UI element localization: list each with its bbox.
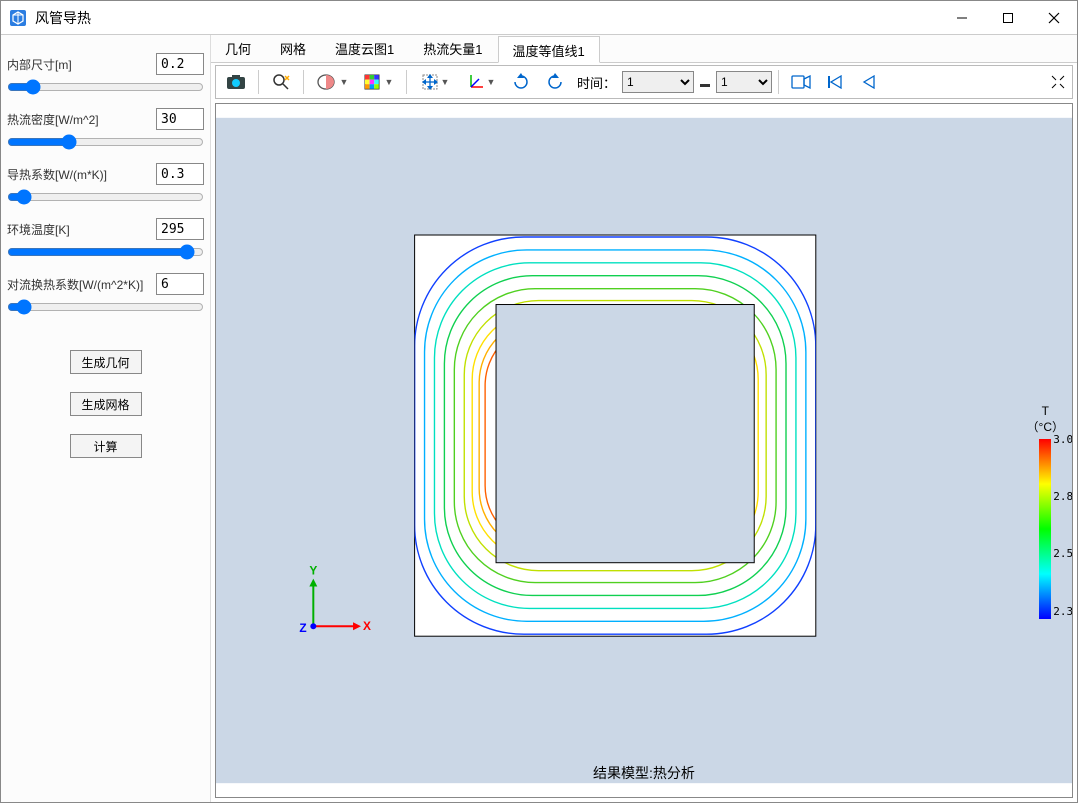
close-button[interactable] — [1031, 1, 1077, 34]
content-area: 内部尺寸[m] 热流密度[W/m^2] 导热系数[W/(m*K)] 环境温度[K] 对流… — [1, 35, 1077, 802]
transparency-icon[interactable]: ▼ — [310, 68, 354, 96]
screenshot-icon[interactable] — [220, 68, 252, 96]
param-row: 导热系数[W/(m*K)] — [7, 163, 204, 185]
generate-mesh-button[interactable]: 生成网格 — [70, 392, 142, 416]
legend-tick: 2.583e+01 — [1053, 547, 1073, 560]
legend-title: T — [1027, 404, 1064, 418]
param-row: 内部尺寸[m] — [7, 53, 204, 75]
param-label: 热流密度[W/m^2] — [7, 111, 99, 128]
title-bar: 风管导热 — [1, 1, 1077, 35]
move-icon[interactable]: ▼ — [413, 68, 457, 96]
app-window: 风管导热 内部尺寸[m] 热流密度[W/m^2] 导热系数[W/(m*K)] 环境温度… — [0, 0, 1078, 803]
color-legend: T （°C） 3.072e+012.827e+012.583e+012.338e… — [1027, 404, 1064, 623]
compute-button[interactable]: 计算 — [70, 434, 142, 458]
minimize-button[interactable] — [939, 1, 985, 34]
param-input[interactable] — [156, 218, 204, 240]
svg-text:X: X — [363, 619, 371, 633]
generate-geometry-button[interactable]: 生成几何 — [70, 350, 142, 374]
svg-text:Z: Z — [299, 621, 306, 635]
window-title: 风管导热 — [35, 8, 939, 28]
tab-3[interactable]: 热流矢量1 — [409, 35, 497, 62]
time-select-2[interactable]: 1 — [716, 71, 772, 93]
param-input[interactable] — [156, 273, 204, 295]
zoom-icon[interactable] — [265, 68, 297, 96]
param-slider[interactable] — [7, 244, 204, 260]
param-input[interactable] — [156, 108, 204, 130]
tab-2[interactable]: 温度云图1 — [321, 35, 409, 62]
param-input[interactable] — [156, 163, 204, 185]
time-stop-icon[interactable] — [696, 68, 714, 96]
parameter-sidebar: 内部尺寸[m] 热流密度[W/m^2] 导热系数[W/(m*K)] 环境温度[K] 对流… — [1, 35, 211, 802]
rotate-cw-icon[interactable] — [505, 68, 537, 96]
time-label: 时间： — [577, 73, 616, 92]
legend-tick: 2.827e+01 — [1053, 490, 1073, 503]
param-label: 内部尺寸[m] — [7, 56, 72, 73]
param-label: 导热系数[W/(m*K)] — [7, 166, 107, 183]
viewer-toolbar: ▼ ▼ ▼ ▼ 时间： 1 1 — [215, 65, 1073, 99]
maximize-button[interactable] — [985, 1, 1031, 34]
param-slider[interactable] — [7, 134, 204, 150]
param-slider[interactable] — [7, 189, 204, 205]
tab-4[interactable]: 温度等值线1 — [498, 36, 600, 63]
action-buttons: 生成几何 生成网格 计算 — [7, 350, 204, 458]
param-input[interactable] — [156, 53, 204, 75]
legend-tick: 2.338e+01 — [1053, 605, 1073, 618]
svg-text:Y: Y — [309, 564, 317, 578]
axes-icon[interactable]: ▼ — [459, 68, 503, 96]
legend-gradient: 3.072e+012.827e+012.583e+012.338e+01 — [1039, 439, 1051, 619]
main-panel: 几何网格温度云图1热流矢量1温度等值线1 ▼ ▼ ▼ ▼ 时间： 1 1 — [211, 35, 1077, 802]
result-caption: 结果模型:热分析 — [216, 763, 1072, 783]
param-slider[interactable] — [7, 79, 204, 95]
legend-tick: 3.072e+01 — [1053, 433, 1073, 446]
param-row: 热流密度[W/m^2] — [7, 108, 204, 130]
rotate-ccw-icon[interactable] — [539, 68, 571, 96]
color-cube-icon[interactable]: ▼ — [356, 68, 400, 96]
video-icon[interactable] — [785, 68, 817, 96]
param-label: 环境温度[K] — [7, 221, 70, 238]
result-tabs: 几何网格温度云图1热流矢量1温度等值线1 — [211, 35, 1077, 63]
skip-start-icon[interactable] — [819, 68, 851, 96]
play-reverse-icon[interactable] — [853, 68, 885, 96]
tab-1[interactable]: 网格 — [266, 35, 321, 62]
tab-0[interactable]: 几何 — [211, 35, 266, 62]
app-icon — [9, 9, 27, 27]
param-slider[interactable] — [7, 299, 204, 315]
param-label: 对流换热系数[W/(m^2*K)] — [7, 276, 143, 293]
param-row: 对流换热系数[W/(m^2*K)] — [7, 273, 204, 295]
time-select-1[interactable]: 1 — [622, 71, 694, 93]
param-row: 环境温度[K] — [7, 218, 204, 240]
window-controls — [939, 1, 1077, 34]
expand-icon[interactable] — [1048, 68, 1068, 96]
result-viewport[interactable]: X Y Z T （°C） 3.072e+012.827e+012.583e+012.… — [215, 103, 1073, 798]
contour-plot: X Y Z — [216, 104, 1072, 797]
